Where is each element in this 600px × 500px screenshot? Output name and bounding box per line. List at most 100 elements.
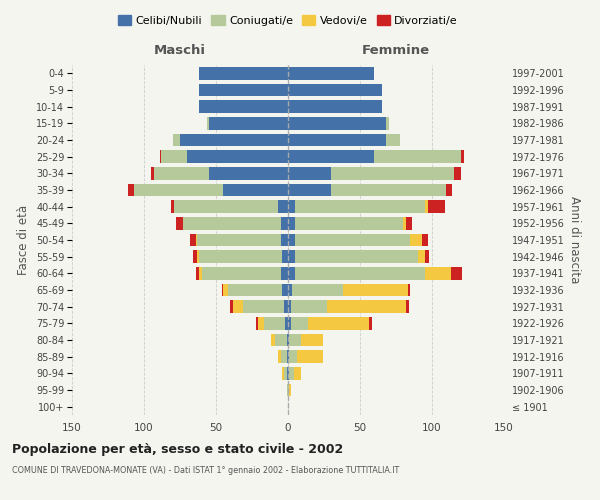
- Bar: [288, 200, 295, 213]
- Bar: [295, 217, 403, 230]
- Bar: [289, 384, 291, 396]
- Bar: [288, 250, 295, 263]
- Bar: [327, 300, 406, 313]
- Bar: [288, 150, 374, 163]
- Bar: [461, 150, 464, 163]
- Bar: [227, 284, 282, 296]
- Bar: [288, 134, 386, 146]
- Bar: [281, 350, 287, 363]
- Bar: [368, 317, 371, 330]
- Bar: [296, 350, 323, 363]
- Bar: [425, 200, 428, 213]
- Bar: [282, 250, 288, 263]
- Bar: [271, 334, 275, 346]
- Bar: [278, 200, 288, 213]
- Bar: [295, 267, 425, 280]
- Bar: [289, 367, 294, 380]
- Bar: [386, 134, 400, 146]
- Bar: [209, 167, 288, 179]
- Bar: [294, 367, 301, 380]
- Y-axis label: Fasce di età: Fasce di età: [17, 205, 31, 275]
- Bar: [222, 284, 223, 296]
- Bar: [223, 284, 227, 296]
- Bar: [161, 150, 187, 163]
- Bar: [258, 317, 263, 330]
- Bar: [287, 334, 288, 346]
- Bar: [244, 300, 284, 313]
- Bar: [230, 300, 233, 313]
- Bar: [199, 250, 282, 263]
- Bar: [407, 284, 410, 296]
- Bar: [287, 384, 288, 396]
- Bar: [209, 117, 288, 130]
- Bar: [288, 84, 382, 96]
- Bar: [425, 250, 429, 263]
- Bar: [151, 167, 154, 179]
- Bar: [223, 184, 288, 196]
- Bar: [183, 217, 281, 230]
- Bar: [386, 117, 389, 130]
- Bar: [174, 200, 278, 213]
- Bar: [134, 184, 223, 196]
- Bar: [199, 267, 202, 280]
- Bar: [275, 334, 287, 346]
- Bar: [422, 234, 428, 246]
- Bar: [197, 234, 281, 246]
- Bar: [288, 384, 289, 396]
- Bar: [288, 284, 292, 296]
- Bar: [281, 234, 288, 246]
- Bar: [199, 84, 288, 96]
- Bar: [308, 317, 368, 330]
- Bar: [202, 267, 281, 280]
- Bar: [343, 284, 407, 296]
- Bar: [281, 267, 288, 280]
- Bar: [289, 350, 296, 363]
- Bar: [454, 167, 461, 179]
- Bar: [197, 250, 199, 263]
- Bar: [446, 184, 452, 196]
- Bar: [295, 250, 418, 263]
- Bar: [288, 167, 331, 179]
- Bar: [451, 267, 462, 280]
- Bar: [288, 350, 289, 363]
- Bar: [190, 234, 196, 246]
- Bar: [196, 267, 199, 280]
- Bar: [374, 150, 461, 163]
- Bar: [288, 100, 382, 113]
- Bar: [180, 134, 288, 146]
- Bar: [285, 317, 288, 330]
- Bar: [406, 217, 412, 230]
- Bar: [199, 100, 288, 113]
- Bar: [288, 234, 295, 246]
- Bar: [128, 184, 134, 196]
- Bar: [287, 350, 288, 363]
- Bar: [187, 150, 288, 163]
- Bar: [288, 184, 331, 196]
- Bar: [406, 300, 409, 313]
- Bar: [288, 117, 386, 130]
- Bar: [281, 217, 288, 230]
- Y-axis label: Anni di nascita: Anni di nascita: [568, 196, 581, 284]
- Bar: [288, 367, 289, 380]
- Bar: [331, 184, 446, 196]
- Bar: [288, 67, 374, 80]
- Text: Femmine: Femmine: [362, 44, 430, 57]
- Bar: [172, 200, 174, 213]
- Bar: [208, 117, 209, 130]
- Bar: [173, 134, 180, 146]
- Bar: [291, 300, 327, 313]
- Text: Maschi: Maschi: [154, 44, 206, 57]
- Text: COMUNE DI TRAVEDONA-MONATE (VA) - Dati ISTAT 1° gennaio 2002 - Elaborazione TUTT: COMUNE DI TRAVEDONA-MONATE (VA) - Dati I…: [12, 466, 399, 475]
- Bar: [196, 234, 197, 246]
- Bar: [287, 367, 288, 380]
- Bar: [331, 167, 454, 179]
- Bar: [256, 317, 258, 330]
- Bar: [301, 334, 323, 346]
- Bar: [282, 284, 288, 296]
- Bar: [403, 217, 406, 230]
- Bar: [160, 150, 161, 163]
- Bar: [199, 67, 288, 80]
- Bar: [288, 267, 295, 280]
- Bar: [288, 300, 291, 313]
- Bar: [263, 317, 285, 330]
